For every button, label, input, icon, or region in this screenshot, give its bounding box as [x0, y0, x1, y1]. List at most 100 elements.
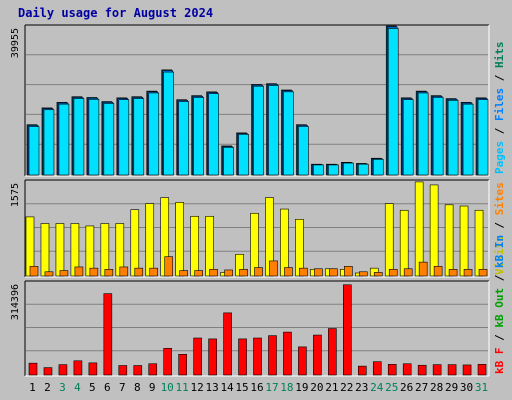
- bar-sites-20: [314, 268, 323, 277]
- bar-kbf-19: [298, 346, 307, 376]
- bar-sites-30: [463, 269, 473, 277]
- bar-visits-26: [399, 209, 409, 277]
- bar-pages-4: [73, 98, 85, 176]
- x-tick-label: 27: [415, 381, 428, 394]
- bar-pages-23: [357, 163, 369, 176]
- bar-kbf-9: [148, 363, 158, 376]
- bar-visits-30: [459, 205, 469, 277]
- bar-pages-12: [193, 97, 204, 176]
- x-tick-label: 17: [265, 381, 278, 394]
- bar-kbf-25: [387, 364, 397, 376]
- bar-sites-12: [194, 270, 203, 277]
- chart-title: Daily usage for August 2024: [18, 6, 213, 20]
- x-tick-label: 30: [460, 381, 473, 394]
- bar-kbf-4: [73, 360, 83, 376]
- bar-pages-14: [223, 147, 234, 176]
- bar-kbf-12: [193, 337, 202, 376]
- legend-entry: Files: [493, 88, 506, 121]
- bar-sites-11: [179, 270, 188, 277]
- x-tick-label: 19: [295, 381, 308, 394]
- bar-kbf-15: [238, 338, 247, 376]
- bar-pages-5: [88, 98, 100, 176]
- bar-kbf-3: [58, 364, 68, 376]
- bar-sites-1: [29, 266, 39, 277]
- x-tick-label: 12: [191, 381, 204, 394]
- legend-entry: /: [493, 215, 506, 235]
- legend-entry: /: [493, 268, 506, 288]
- bar-kbf-17: [268, 335, 277, 376]
- bar-kbf-10: [163, 348, 173, 376]
- x-tick-label: 18: [280, 381, 293, 394]
- bar-sites-13: [209, 269, 218, 277]
- bar-pages-11: [178, 101, 189, 176]
- bar-pages-28: [432, 97, 444, 176]
- bar-pages-6: [103, 103, 115, 176]
- legend-entry: /: [493, 121, 506, 141]
- bar-pages-8: [133, 98, 145, 176]
- bar-sites-23: [358, 271, 368, 277]
- bar-kbf-23: [357, 365, 367, 376]
- x-tick-label: 10: [161, 381, 174, 394]
- bar-sites-5: [89, 267, 99, 277]
- visits_sites-panel: 1575 Visits / Sites: [10, 179, 506, 278]
- bar-sites-19: [299, 267, 308, 277]
- x-tick-label: 5: [89, 381, 96, 394]
- legend-entry: Visits: [493, 235, 506, 275]
- bar-pages-17: [268, 85, 279, 176]
- bar-kbf-6: [103, 293, 113, 376]
- bar-pages-3: [58, 103, 70, 176]
- bar-kbf-5: [88, 362, 98, 376]
- bar-visits-29: [444, 204, 454, 277]
- bar-pages-26: [402, 99, 414, 176]
- bar-visits-12: [190, 215, 199, 277]
- bar-sites-4: [74, 266, 84, 277]
- bar-kbf-31: [477, 364, 487, 376]
- bar-kbf-7: [118, 365, 128, 376]
- legend-entry: Hits: [493, 42, 506, 69]
- x-tick-label: 14: [220, 381, 234, 394]
- x-tick-label: 26: [400, 381, 413, 394]
- bar-sites-24: [373, 272, 383, 277]
- bar-kbf-24: [372, 361, 382, 376]
- x-tick-label: 25: [385, 381, 398, 394]
- y-max-label: 39955: [10, 28, 21, 58]
- bar-sites-26: [403, 268, 413, 277]
- x-tick-label: 6: [104, 381, 111, 394]
- bar-kbf-18: [283, 331, 292, 376]
- x-tick-label: 16: [250, 381, 263, 394]
- bar-visits-13: [205, 215, 214, 277]
- bar-sites-6: [104, 269, 114, 277]
- panel-legend: Pages / Files / Hits: [493, 42, 506, 175]
- x-tick-label: 24: [370, 381, 384, 394]
- bar-pages-7: [118, 99, 130, 176]
- x-tick-label: 1: [29, 381, 36, 394]
- bar-sites-15: [239, 269, 248, 277]
- bar-visits-2: [40, 223, 50, 277]
- bar-kbf-1: [28, 362, 38, 376]
- x-tick-label: 11: [176, 381, 189, 394]
- x-tick-label: 21: [325, 381, 338, 394]
- bar-sites-29: [448, 269, 458, 277]
- legend-entry: Pages: [493, 141, 506, 174]
- bar-kbf-21: [328, 328, 337, 376]
- bar-pages-20: [313, 164, 324, 176]
- bar-pages-10: [163, 71, 175, 176]
- bar-sites-31: [478, 269, 488, 277]
- x-tick-label: 3: [59, 381, 66, 394]
- legend-entry: kB In: [493, 235, 506, 268]
- bar-pages-30: [462, 103, 474, 176]
- x-tick-label: 20: [310, 381, 323, 394]
- bar-sites-10: [164, 256, 174, 277]
- x-tick-label: 4: [74, 381, 81, 394]
- bar-sites-22: [344, 266, 353, 277]
- x-tick-label: 15: [235, 381, 248, 394]
- bar-sites-16: [254, 267, 263, 277]
- x-tick-label: 9: [149, 381, 156, 394]
- bar-kbf-22: [343, 284, 352, 376]
- bar-visits-11: [175, 202, 184, 277]
- bar-sites-7: [119, 266, 129, 277]
- bar-sites-28: [433, 266, 443, 277]
- bar-visits-8: [130, 209, 140, 277]
- bar-pages-2: [43, 109, 55, 176]
